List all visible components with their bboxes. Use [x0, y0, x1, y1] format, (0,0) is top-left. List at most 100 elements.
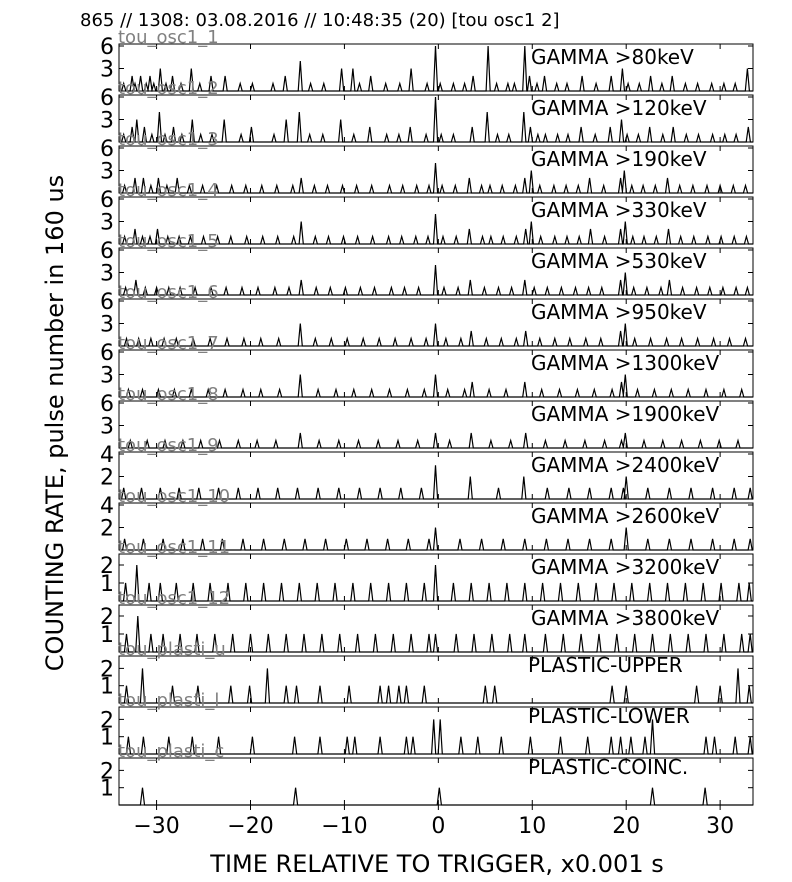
panel-tou_osc1_2: 36 tou_osc1_2 GAMMA >120keV	[100, 78, 754, 143]
y-tick-label: 1	[100, 572, 114, 597]
channel-label: tou_plasti_l	[118, 690, 219, 711]
panel-label: GAMMA >330keV	[531, 198, 707, 222]
y-tick-label: 1	[100, 726, 114, 751]
y-tick-label: 6	[100, 188, 114, 213]
panel-frame	[118, 604, 754, 653]
y-tick-label: 3	[100, 58, 114, 83]
y-tick-label: 1	[100, 777, 114, 802]
panel-tou_osc1_4: 36 tou_osc1_4 GAMMA >330keV	[100, 180, 754, 245]
chart-title: 865 // 1308: 03.08.2016 // 10:48:35 (20)…	[80, 10, 560, 31]
series-line-tou_plasti_c	[119, 787, 753, 806]
panel-label: PLASTIC-LOWER	[528, 704, 690, 728]
y-tick-label: 6	[100, 290, 114, 315]
channel-label: tou_osc1_3	[118, 129, 219, 150]
series-line-tou_osc1_3	[119, 162, 753, 194]
series-line-tou_osc1_8	[119, 432, 753, 449]
channel-label: tou_osc1_9	[118, 435, 219, 456]
channel-label: tou_osc1_4	[118, 180, 219, 201]
x-tick-label: 20	[612, 814, 640, 839]
y-tick-label: 4	[100, 494, 114, 519]
y-tick-label: 3	[100, 415, 114, 440]
panel-tou_osc1_7: 36 tou_osc1_7 GAMMA >1300keV	[100, 333, 754, 398]
series-line-tou_plasti_u	[119, 668, 753, 704]
panel-frame	[118, 553, 754, 602]
panel-label: GAMMA >950keV	[531, 300, 707, 324]
channel-label: tou_plasti_c	[118, 741, 224, 762]
y-tick-label: 2	[100, 605, 114, 630]
channel-label: tou_osc1_10	[118, 486, 230, 507]
panel-tou_osc1_10: 24 tou_osc1_10 GAMMA >2600keV	[100, 486, 754, 551]
x-tick-label: −10	[321, 814, 367, 839]
y-tick-label: 6	[100, 137, 114, 162]
channel-label: tou_osc1_7	[118, 333, 219, 354]
y-axis-label: COUNTING RATE, pulse number in 160 us	[41, 175, 69, 671]
y-tick-label: 3	[100, 160, 114, 185]
channel-label: tou_osc1_6	[118, 282, 219, 303]
x-tick-label: 30	[706, 814, 734, 839]
panel-label: GAMMA >80keV	[531, 45, 694, 69]
y-tick-label: 3	[100, 313, 114, 338]
panel-label: GAMMA >1900keV	[531, 402, 720, 426]
channel-label: tou_plasti_u	[118, 639, 226, 660]
x-tick-label: −30	[133, 814, 179, 839]
y-tick-label: 4	[100, 443, 114, 468]
panel-label: GAMMA >530keV	[531, 249, 707, 273]
channel-label: tou_osc1_5	[118, 231, 219, 252]
panel-frame	[118, 349, 754, 398]
panel-tou_osc1_5: 36 tou_osc1_5 GAMMA >530keV	[100, 231, 754, 296]
series-line-tou_osc1_10	[119, 527, 753, 551]
series-line-tou_osc1_11	[119, 564, 753, 602]
y-tick-label: 2	[100, 759, 114, 784]
series-line-tou_osc1_6	[119, 323, 753, 347]
y-tick-label: 2	[100, 657, 114, 682]
panel-tou_osc1_9: 24 tou_osc1_9 GAMMA >2400keV	[100, 435, 754, 500]
panel-tou_osc1_6: 36 tou_osc1_6 GAMMA >950keV	[100, 282, 754, 347]
channel-label: tou_osc1_8	[118, 384, 219, 405]
panel-label: GAMMA >190keV	[531, 147, 707, 171]
y-tick-label: 6	[100, 341, 114, 366]
panel-label: PLASTIC-COINC.	[528, 755, 688, 779]
panel-tou_osc1_8: 36 tou_osc1_8 GAMMA >1900keV	[100, 384, 754, 449]
y-tick-label: 6	[100, 392, 114, 417]
panel-tou_osc1_3: 36 tou_osc1_3 GAMMA >190keV	[100, 129, 754, 194]
x-axis: −30 −20 −10 0 10 20 30	[133, 805, 734, 839]
x-tick-label: 10	[518, 814, 546, 839]
panel-frame	[118, 451, 754, 500]
series-line-tou_osc1_2	[119, 96, 753, 143]
channel-label: tou_osc1_12	[118, 588, 230, 609]
x-axis-label: TIME RELATIVE TO TRIGGER, x0.001 s	[209, 850, 663, 878]
channel-label: tou_osc1_11	[118, 537, 230, 558]
panel-frame	[118, 298, 754, 347]
y-tick-label: 6	[100, 35, 114, 60]
y-tick-label: 3	[100, 364, 114, 389]
y-tick-label: 3	[100, 211, 114, 236]
panel-label: GAMMA >3800keV	[531, 606, 720, 630]
channel-label: tou_osc1_2	[118, 78, 219, 99]
series-line-tou_osc1_1	[119, 45, 753, 92]
panel-frame	[118, 502, 754, 551]
y-tick-label: 2	[100, 517, 114, 542]
panel-frame	[118, 43, 754, 92]
panel-label: GAMMA >2600keV	[531, 504, 720, 528]
series-line-tou_osc1_4	[119, 213, 753, 245]
series-line-tou_osc1_12	[119, 615, 753, 653]
y-tick-label: 6	[100, 86, 114, 111]
panel-label: GAMMA >3200keV	[531, 555, 720, 579]
y-tick-label: 1	[100, 623, 114, 648]
y-tick-label: 3	[100, 262, 114, 287]
panel-label: GAMMA >120keV	[531, 96, 707, 120]
panel-label: GAMMA >1300keV	[531, 351, 720, 375]
y-tick-label: 1	[100, 675, 114, 700]
y-tick-label: 2	[100, 466, 114, 491]
y-tick-label: 2	[100, 554, 114, 579]
series-line-tou_osc1_5	[119, 264, 753, 296]
panel-frame	[118, 94, 754, 143]
x-tick-label: 0	[431, 814, 445, 839]
panel-frame	[118, 247, 754, 296]
panel-frame	[118, 196, 754, 245]
